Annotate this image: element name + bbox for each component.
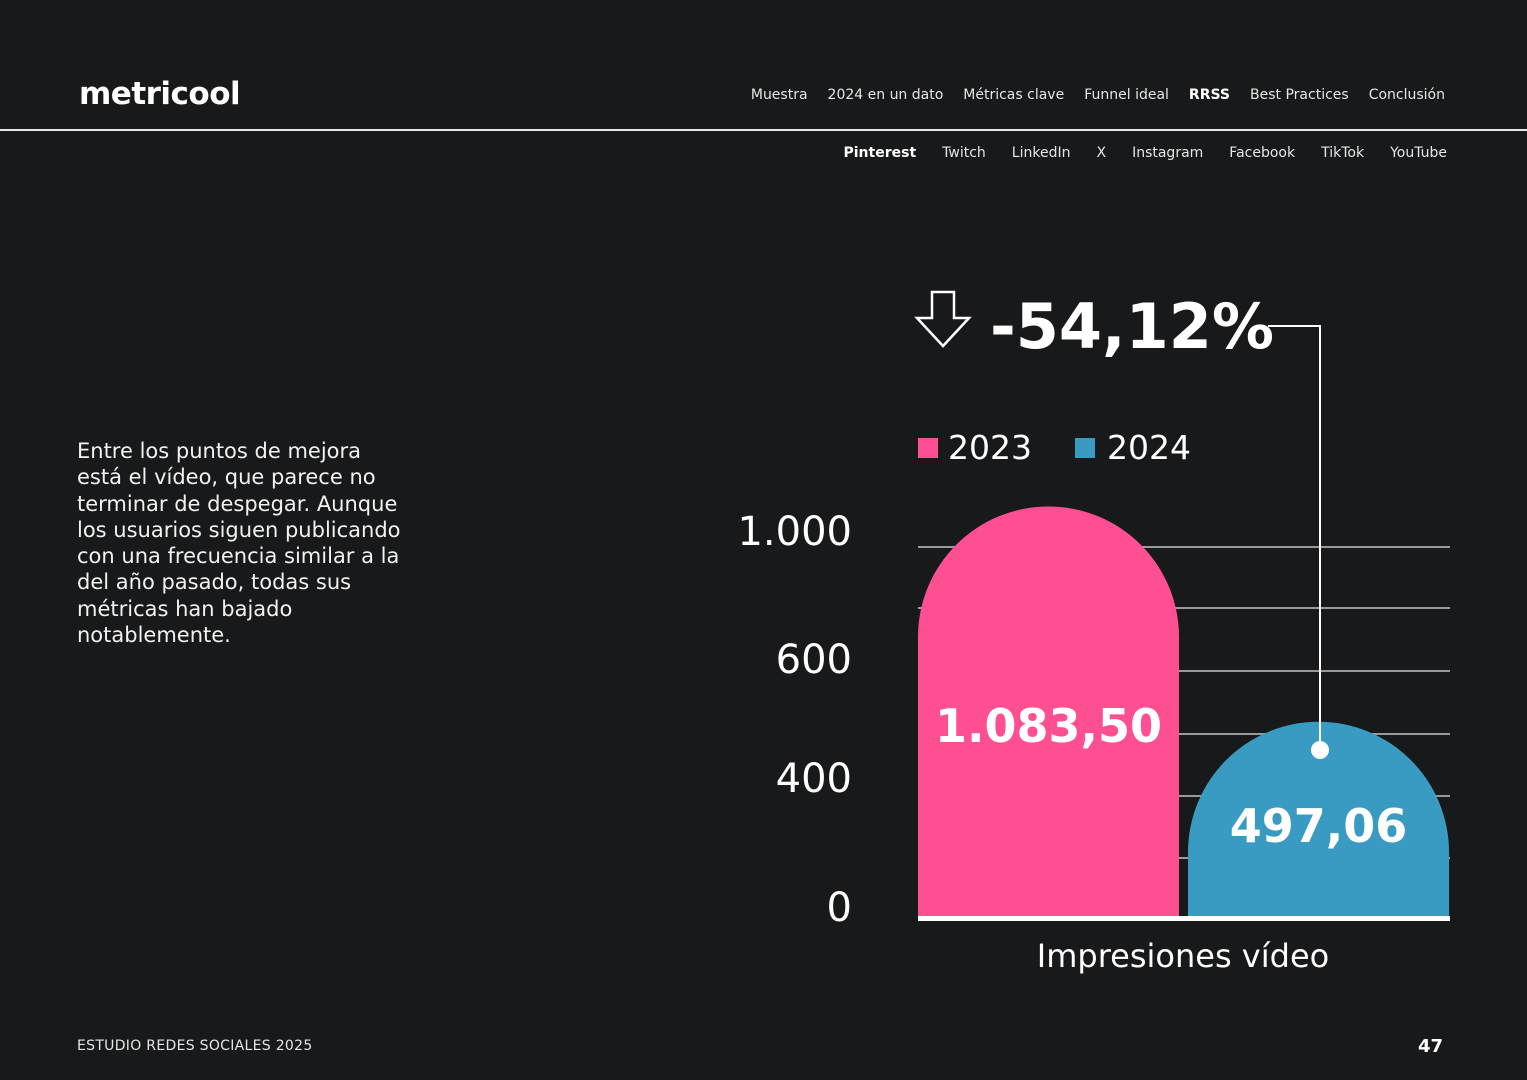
chart-legend: 2023 2024 xyxy=(918,428,1191,467)
sub-nav-youtube[interactable]: YouTube xyxy=(1390,145,1447,161)
body-paragraph: Entre los puntos de mejora está el vídeo… xyxy=(77,439,401,648)
change-percentage: -54,12% xyxy=(990,290,1274,363)
change-connector xyxy=(1268,325,1329,759)
sub-nav-twitch[interactable]: Twitch xyxy=(942,145,986,161)
legend-label-2024: 2024 xyxy=(1107,428,1191,467)
nav-item-conclusion[interactable]: Conclusión xyxy=(1368,87,1445,103)
down-arrow-icon xyxy=(914,290,972,348)
y-tick-label: 0 xyxy=(827,885,852,931)
connector-line xyxy=(1268,325,1321,750)
bar-value-label-2023: 1.083,50 xyxy=(935,699,1162,753)
main-nav: Muestra 2024 en un dato Métricas clave F… xyxy=(751,87,1445,103)
legend-swatch-2024 xyxy=(1075,438,1095,458)
x-axis-category-label: Impresiones vídeo xyxy=(1037,937,1329,975)
bars: 1.083,50 497,06 xyxy=(918,506,1449,916)
y-tick-label: 600 xyxy=(776,637,852,683)
sub-nav-tiktok[interactable]: TikTok xyxy=(1321,145,1365,161)
metricool-logo[interactable]: metricool xyxy=(79,76,241,112)
header-divider xyxy=(0,129,1527,131)
bar-value-label-2024: 497,06 xyxy=(1230,799,1408,853)
y-tick-label: 400 xyxy=(776,756,852,802)
y-tick-label: 1.000 xyxy=(737,509,852,555)
nav-item-rrss[interactable]: RRSS xyxy=(1188,87,1231,103)
sub-nav-x[interactable]: X xyxy=(1096,145,1107,161)
nav-item-2024-en-un-dato[interactable]: 2024 en un dato xyxy=(827,87,944,103)
nav-item-funnel-ideal[interactable]: Funnel ideal xyxy=(1084,87,1169,103)
connector-dot xyxy=(1311,741,1329,759)
page-number: 47 xyxy=(1417,1036,1443,1057)
bar-2024 xyxy=(1188,721,1449,916)
sub-nav-pinterest[interactable]: Pinterest xyxy=(843,145,917,161)
legend-label-2023: 2023 xyxy=(948,428,1032,467)
sub-nav-facebook[interactable]: Facebook xyxy=(1229,145,1296,161)
x-axis-baseline xyxy=(918,916,1450,921)
nav-item-metricas-clave[interactable]: Métricas clave xyxy=(963,87,1065,103)
sub-nav-linkedin[interactable]: LinkedIn xyxy=(1011,145,1071,161)
bar-2023 xyxy=(918,506,1179,916)
y-axis-ticks: 0 400 600 1.000 xyxy=(737,509,852,931)
nav-item-best-practices[interactable]: Best Practices xyxy=(1250,87,1349,103)
sub-nav-instagram[interactable]: Instagram xyxy=(1132,145,1204,161)
nav-item-muestra[interactable]: Muestra xyxy=(750,87,808,103)
legend-swatch-2023 xyxy=(918,438,938,458)
social-network-nav: Pinterest Twitch LinkedIn X Instagram Fa… xyxy=(844,145,1448,161)
footer-study-title: ESTUDIO REDES SOCIALES 2025 xyxy=(77,1038,313,1054)
